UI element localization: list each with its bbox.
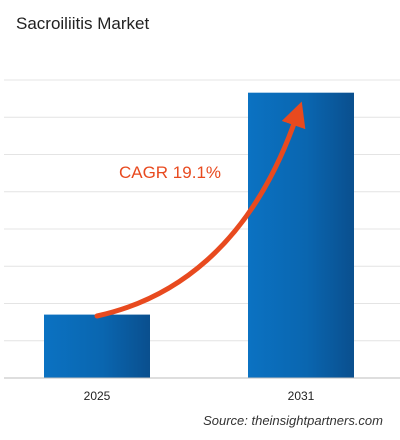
chart-title: Sacroiliitis Market [16, 14, 150, 33]
bar-2031 [248, 92, 354, 379]
x-tick-label-2031: 2031 [288, 389, 315, 403]
source-caption: Source: theinsightpartners.com [203, 413, 383, 428]
bar-2025 [44, 314, 150, 378]
x-tick-labels: 2025 2031 [84, 389, 315, 403]
cagr-annotation: CAGR 19.1% [119, 163, 221, 182]
x-tick-label-2025: 2025 [84, 389, 111, 403]
bars [44, 92, 354, 379]
cagr-arrow [94, 101, 306, 319]
